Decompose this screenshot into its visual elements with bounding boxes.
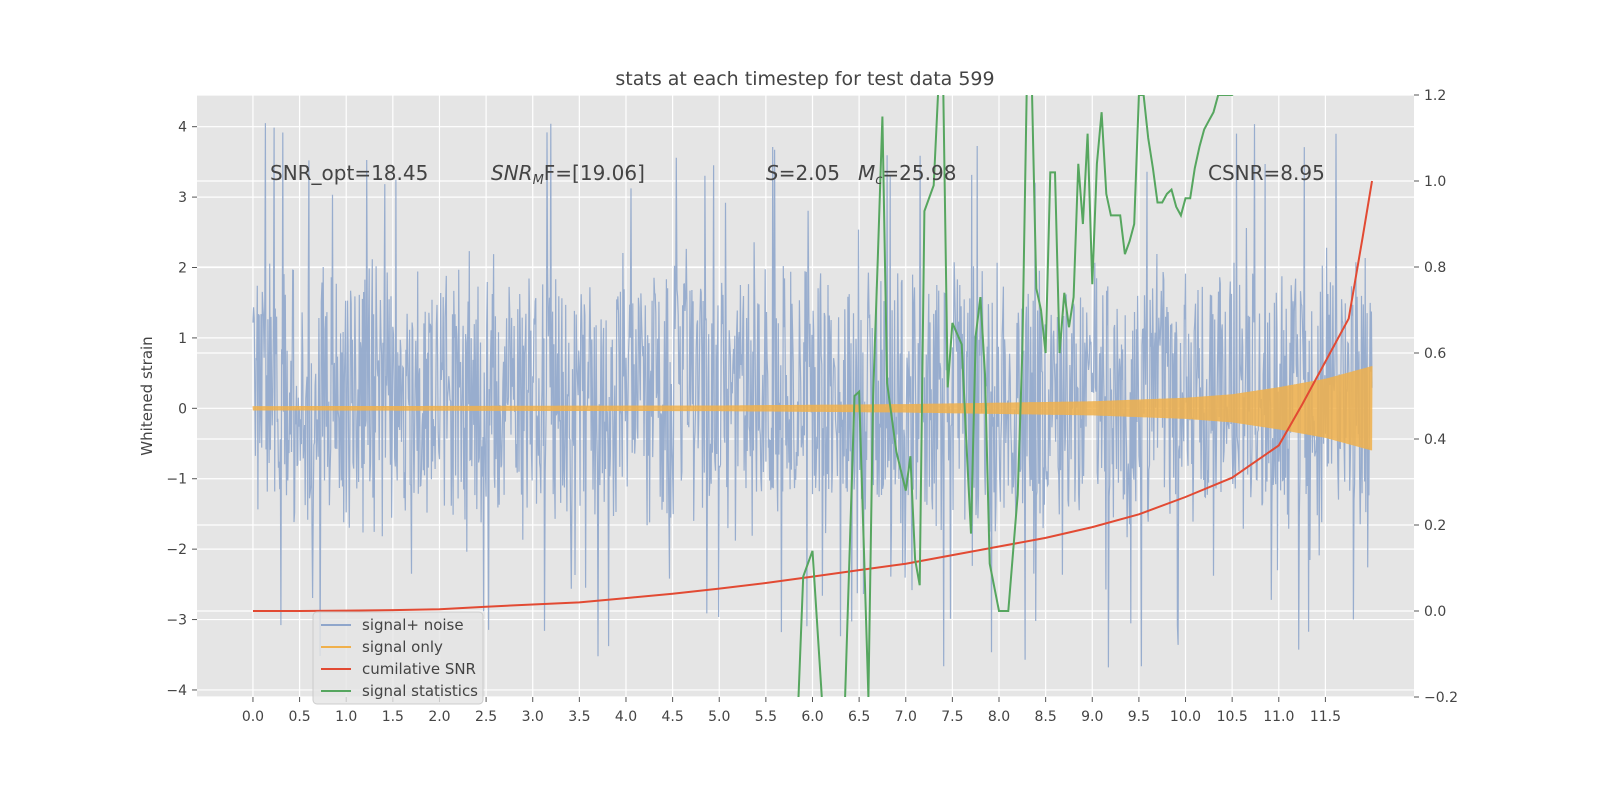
y-axis-ticks: 4 3 2 1 0 −1 −2 −3 −4 [166, 120, 197, 699]
y-tick-label: −2 [166, 542, 187, 558]
y2-tick-label: 0.2 [1424, 518, 1446, 534]
x-tick-label: 11.5 [1310, 709, 1341, 725]
x-tick-label: 7.0 [895, 709, 917, 725]
y-tick-label: 2 [178, 261, 187, 277]
legend-label-cumilative-snr: cumilative SNR [362, 660, 476, 678]
x-axis-ticks: 0.0 0.5 1.0 1.5 2.0 2.5 3.0 3.5 4.0 4.5 5.0 5.5 6.0 6… [242, 697, 1341, 725]
x-tick-label: 10.5 [1217, 709, 1248, 725]
annotation-s: S=2.05 [766, 161, 840, 185]
annotation-snr-opt: SNR_opt=18.45 [270, 161, 428, 185]
x-tick-label: 3.0 [522, 709, 544, 725]
annotations: SNR_opt=18.45 SNRMF=[19.06] S=2.05 Mc=25… [270, 161, 1325, 188]
annotation-csnr: CSNR=8.95 [1208, 161, 1325, 185]
x-tick-label: 6.0 [801, 709, 823, 725]
series-signal-noise [252, 123, 1373, 668]
annotation-snr-mf: SNRMF=[19.06] [491, 161, 645, 188]
y-axis-label: Whitened strain [138, 336, 156, 455]
y-tick-label: −4 [166, 683, 187, 699]
snr-mf-base: SNR [491, 161, 533, 185]
annotation-mc: Mc=25.98 [858, 161, 956, 188]
x-tick-label: 10.0 [1170, 709, 1201, 725]
x-tick-label: 0.5 [288, 709, 310, 725]
x-tick-label: 7.5 [941, 709, 963, 725]
x-tick-label: 8.0 [988, 709, 1010, 725]
x-tick-label: 3.5 [568, 709, 590, 725]
y-tick-label: 0 [178, 401, 187, 417]
x-tick-label: 1.5 [382, 709, 404, 725]
x-tick-label: 2.5 [475, 709, 497, 725]
legend-label-signal-noise: signal+ noise [362, 616, 464, 634]
cumilative-snr-line [253, 180, 1373, 612]
s-value: =2.05 [779, 161, 840, 185]
y2-tick-label: 0.6 [1424, 346, 1446, 362]
y2-tick-label: −0.2 [1424, 690, 1458, 706]
x-tick-label: 6.5 [848, 709, 870, 725]
x-tick-label: 5.5 [755, 709, 777, 725]
x-tick-label: 4.0 [615, 709, 637, 725]
y2-tick-label: 1.2 [1424, 88, 1446, 104]
series-signal-only [252, 366, 1373, 451]
y-tick-label: 1 [178, 331, 187, 347]
legend-label-signal-statistics: signal statistics [362, 682, 478, 700]
signal-noise-line [252, 123, 1373, 668]
x-tick-label: 2.0 [428, 709, 450, 725]
series-signal-statistics [797, 95, 1234, 697]
y-tick-label: 4 [178, 120, 187, 136]
legend-box [312, 611, 484, 705]
snr-mf-rest: F=[19.06] [544, 161, 645, 185]
y-tick-label: −1 [166, 472, 187, 488]
legend: signal+ noise signal only cumilative SNR… [312, 611, 484, 705]
x-tick-label: 4.5 [661, 709, 683, 725]
chart-title: stats at each timestep for test data 599 [615, 68, 994, 90]
x-tick-label: 9.5 [1128, 709, 1150, 725]
snr-mf-sub: M [533, 173, 544, 188]
y2-axis-ticks: 1.2 1.0 0.8 0.6 0.4 0.2 0.0 −0.2 [1414, 88, 1458, 706]
mc-value: =25.98 [882, 161, 956, 185]
y2-tick-label: 0.8 [1424, 260, 1446, 276]
mc-symbol: M [858, 161, 875, 185]
x-tick-label: 5.0 [708, 709, 730, 725]
y2-tick-label: 0.4 [1424, 432, 1446, 448]
plot-series [252, 95, 1373, 697]
x-tick-label: 11.0 [1263, 709, 1294, 725]
signal-statistics-line [797, 95, 1234, 697]
y2-tick-label: 0.0 [1424, 604, 1446, 620]
y-tick-label: 3 [178, 190, 187, 206]
x-tick-label: 0.0 [242, 709, 264, 725]
signal-only-line [252, 366, 1373, 451]
mc-sub: c [875, 173, 882, 188]
x-tick-label: 9.0 [1081, 709, 1103, 725]
y2-tick-label: 1.0 [1424, 174, 1446, 190]
y-tick-label: −3 [166, 613, 187, 629]
x-tick-label: 1.0 [335, 709, 357, 725]
series-cumilative-snr [253, 180, 1373, 612]
legend-label-signal-only: signal only [362, 638, 443, 656]
x-tick-label: 8.5 [1035, 709, 1057, 725]
s-symbol: S [766, 161, 779, 185]
